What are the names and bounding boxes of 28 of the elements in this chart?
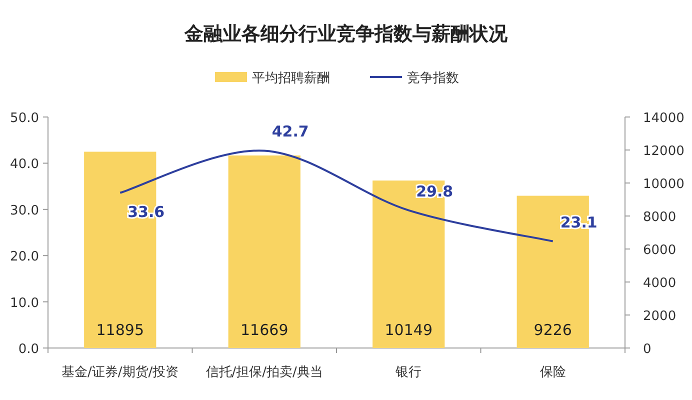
y2-tick-label: 14000 [643,111,684,126]
y-tick-label: 30.0 [10,203,39,218]
y2-tick-label: 6000 [643,243,676,258]
x-tick-label: 保险 [540,365,566,380]
x-tick-label: 基金/证券/期货/投资 [62,365,179,380]
y-tick-label: 50.0 [10,111,39,126]
y2-tick-label: 10000 [643,177,684,192]
y2-tick-label: 8000 [643,210,676,225]
x-tick-label: 银行 [394,365,422,380]
y-tick-label: 0.0 [18,342,39,357]
data-label: 42.7 [272,122,309,141]
y2-tick-label: 4000 [643,276,676,291]
chart-title: 金融业各细分行业竞争指数与薪酬状况 [184,23,508,45]
legend-label: 平均招聘薪酬 [252,71,330,86]
y2-tick-label: 2000 [643,309,676,324]
y-tick-label: 20.0 [10,250,39,265]
y2-tick-label: 0 [643,342,652,357]
data-label: 11669 [240,321,288,339]
data-label: 9226 [534,321,572,339]
legend-label: 竞争指数 [407,71,459,86]
bar [228,155,300,348]
data-label: 10149 [384,321,432,339]
y-tick-label: 40.0 [10,157,39,172]
y2-tick-label: 12000 [643,144,684,159]
data-label: 11895 [96,321,144,339]
line-series [119,150,554,242]
y-tick-label: 10.0 [10,296,39,311]
x-tick-label: 信托/担保/拍卖/典当 [206,365,323,380]
